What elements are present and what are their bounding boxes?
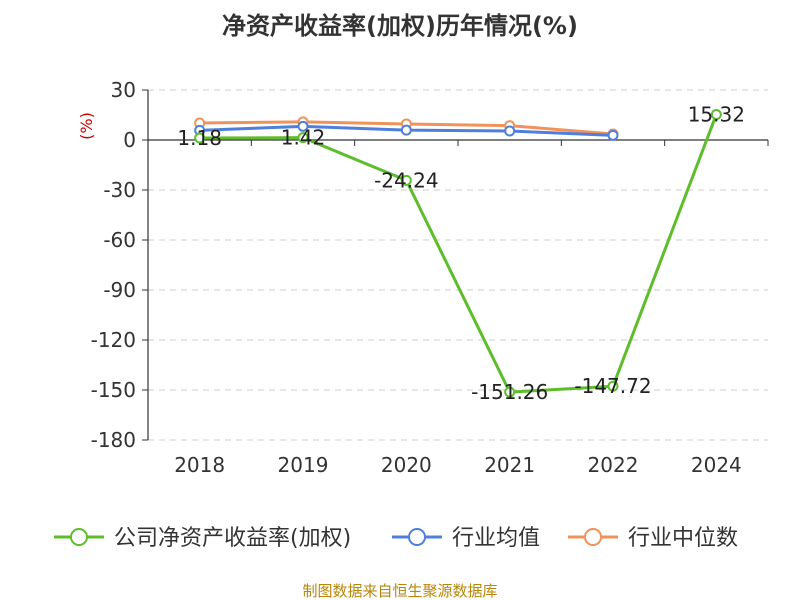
data-label-2021: -151.26 xyxy=(471,380,548,404)
legend-marker-1 xyxy=(408,528,426,546)
y-tick-label-1: 0 xyxy=(123,128,136,152)
legend-marker-0 xyxy=(70,528,88,546)
x-tick-label-2019: 2019 xyxy=(278,453,329,477)
series-layer xyxy=(194,108,722,398)
data-point-s0-2024 xyxy=(710,108,722,120)
data-point-s0-2021 xyxy=(504,386,516,398)
legend-label-0: 公司净资产收益率(加权) xyxy=(114,526,351,551)
source-note: 制图数据来自恒生聚源数据库 xyxy=(302,582,497,600)
legend-label-1: 行业均值 xyxy=(452,526,540,551)
legend-marker-2 xyxy=(584,528,602,546)
data-point-s1-2019 xyxy=(297,120,309,132)
chart-title: 净资产收益率(加权)历年情况(%) xyxy=(222,12,578,40)
data-label-2022: -147.72 xyxy=(574,374,651,398)
x-tick-label-2018: 2018 xyxy=(174,453,225,477)
data-point-s1-2022 xyxy=(607,129,619,141)
legend: 公司净资产收益率(加权) 行业均值 行业中位数 xyxy=(54,526,738,551)
x-tick-label-2022: 2022 xyxy=(588,453,639,477)
y-tick-label-7: -180 xyxy=(91,428,136,452)
series-line-0 xyxy=(199,113,718,394)
data-point-s0-2019 xyxy=(297,132,309,144)
grid-layer xyxy=(148,89,768,441)
y-tick-label-0: 30 xyxy=(111,78,136,102)
x-tick-label-2021: 2021 xyxy=(484,453,535,477)
y-tick-label-2: -30 xyxy=(103,178,136,202)
y-tick-label-4: -90 xyxy=(103,278,136,302)
data-label-2018: 1.18 xyxy=(177,126,222,150)
data-label-2019: 1.42 xyxy=(281,126,326,150)
data-point-s1-2020 xyxy=(400,124,412,136)
data-label-2020: -24.24 xyxy=(374,168,438,192)
y-tick-label-3: -60 xyxy=(103,228,136,252)
data-point-s1-2021 xyxy=(504,125,516,137)
legend-label-2: 行业中位数 xyxy=(628,526,738,551)
data-label-layer: 1.18 1.42 -24.24 -151.26 -147.72 15.32 xyxy=(177,102,745,404)
y-tick-label-6: -150 xyxy=(91,378,136,402)
x-tick-label-2020: 2020 xyxy=(381,453,432,477)
data-point-s0-2022 xyxy=(607,380,619,392)
y-tick-label-5: -120 xyxy=(91,328,136,352)
data-point-s0-2018 xyxy=(194,132,206,144)
axis-layer: 30 0 -30 -60 -90 -120 -150 -180 2018 2019 2020 2021… xyxy=(91,78,769,477)
x-tick-label-2024: 2024 xyxy=(691,453,742,477)
y-unit-label: (%) xyxy=(77,112,96,140)
data-label-2024: 15.32 xyxy=(688,102,745,126)
data-point-s0-2020 xyxy=(400,174,412,186)
